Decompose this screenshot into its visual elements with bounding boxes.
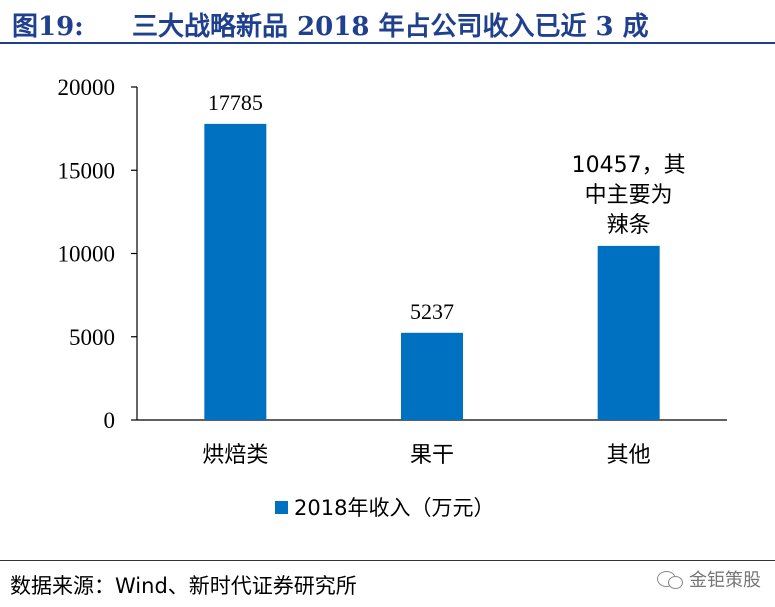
legend-swatch [275,501,288,514]
x-tick-label: 果干 [410,443,454,468]
source-divider [0,560,775,561]
data-label-line: 5237 [410,299,454,324]
y-tick-label: 10000 [58,242,116,267]
wechat-icon [657,569,683,589]
source-note: 数据来源：Wind、新时代证券研究所 [10,574,357,598]
watermark-text: 金钜策股 [689,570,761,591]
legend-label: 2018年收入（万元） [294,496,494,520]
y-tick-label: 0 [104,408,116,433]
data-label-line: 中主要为 [585,183,673,208]
data-label: 10457，其中主要为辣条 [572,153,686,238]
y-tick-label: 20000 [58,75,116,100]
data-label-line: 10457，其 [572,153,686,178]
watermark: 金钜策股 [657,566,761,592]
data-label: 5237 [410,299,454,324]
title-bar: 图19: 三大战略新品 2018 年占公司收入已近 3 成 [0,0,775,44]
y-tick-label: 15000 [58,158,116,183]
chart-title: 三大战略新品 2018 年占公司收入已近 3 成 [132,12,649,42]
data-label-line: 辣条 [607,213,651,238]
bar-chart: 0 5000 10000 15000 20000 烘焙类 果干 其他 17785 5237 10… [58,75,727,520]
figure-label: 图19: [12,12,84,42]
data-label-line: 17785 [208,90,263,115]
bar [597,245,660,420]
bar [401,332,463,420]
data-labels: 17785 5237 10457，其中主要为辣条 [208,90,686,324]
y-axis: 0 5000 10000 15000 20000 [58,75,138,433]
x-tick-label: 其他 [607,443,651,468]
legend: 2018年收入（万元） [275,496,494,520]
y-tick-label: 5000 [69,325,115,350]
data-label: 17785 [208,90,263,115]
bars [204,123,660,420]
x-axis: 烘焙类 果干 其他 [137,419,727,468]
bar [204,123,267,420]
x-tick-label: 烘焙类 [202,443,268,468]
